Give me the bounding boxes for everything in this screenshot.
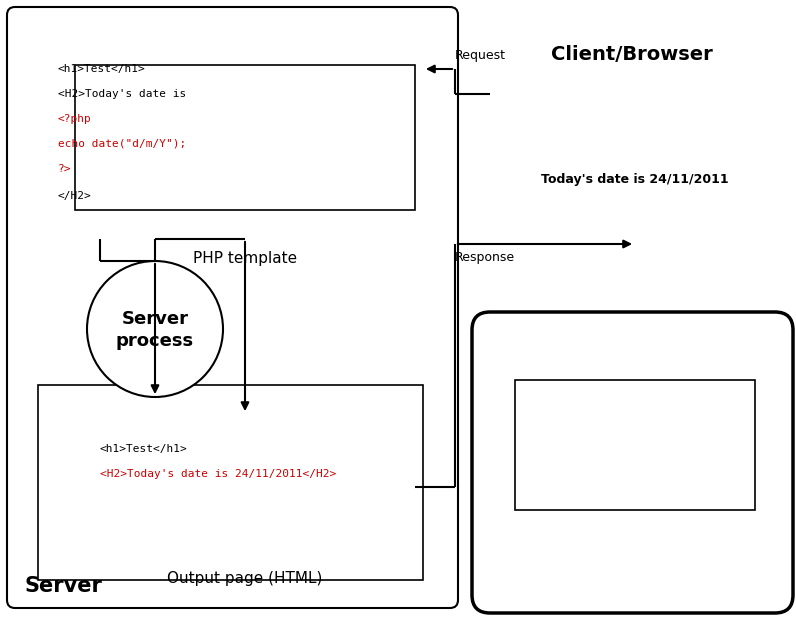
Text: Response: Response (455, 251, 515, 264)
Text: <h1>Test</h1>: <h1>Test</h1> (58, 64, 146, 74)
Text: </H2>: </H2> (58, 191, 92, 201)
Text: <H2>Today's date is 24/11/2011</H2>: <H2>Today's date is 24/11/2011</H2> (100, 469, 336, 479)
Text: PHP template: PHP template (193, 251, 297, 266)
Text: Output page (HTML): Output page (HTML) (167, 571, 322, 586)
Text: Client/Browser: Client/Browser (551, 44, 713, 64)
FancyBboxPatch shape (7, 7, 458, 608)
Bar (75, 65, 415, 210)
Text: <H2>Today's date is: <H2>Today's date is (58, 89, 186, 99)
Text: ?>: ?> (58, 164, 72, 174)
Text: <?php: <?php (58, 114, 92, 124)
Bar (38, 385, 423, 580)
Text: echo date("d/m/Y");: echo date("d/m/Y"); (58, 139, 186, 149)
Text: Server: Server (25, 576, 103, 596)
Bar (515, 380, 755, 510)
Text: Request: Request (455, 49, 506, 62)
Text: process: process (116, 332, 194, 350)
Text: <h1>Test</h1>: <h1>Test</h1> (100, 444, 188, 454)
Text: Today's date is 24/11/2011: Today's date is 24/11/2011 (541, 172, 729, 185)
Text: Server: Server (122, 310, 189, 328)
Ellipse shape (87, 261, 223, 397)
FancyBboxPatch shape (472, 312, 793, 613)
